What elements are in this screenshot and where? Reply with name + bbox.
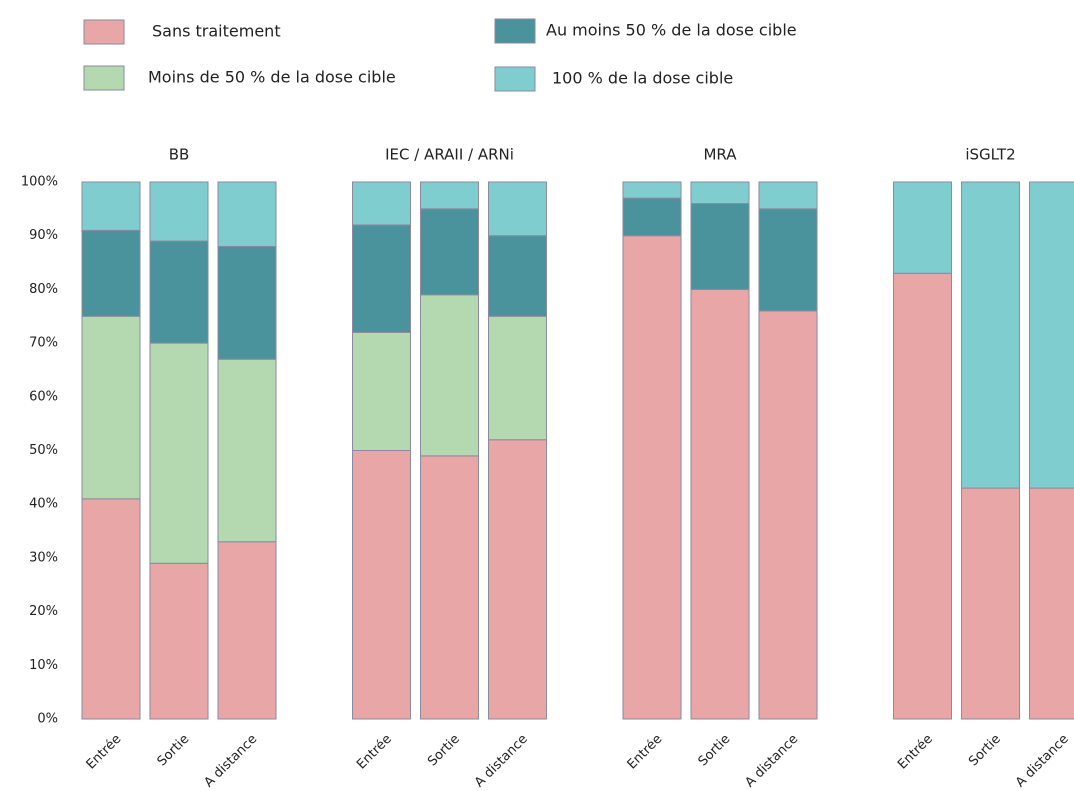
bar-segment: [217, 358, 277, 543]
x-tick-label: Sortie: [696, 732, 734, 770]
legend-swatch: [494, 18, 536, 44]
bar-segment: [217, 181, 277, 247]
bar-segment: [420, 181, 479, 210]
bar-segment: [961, 487, 1020, 720]
group-label: iSGLT2: [965, 146, 1015, 164]
bar-segment: [1029, 181, 1074, 489]
group-label: BB: [169, 146, 190, 164]
legend-swatch: [494, 66, 536, 92]
bar-segment: [81, 229, 141, 317]
bar-segment: [352, 450, 411, 720]
bar-segment: [149, 342, 209, 564]
bar-segment: [758, 181, 818, 210]
bar-segment: [488, 181, 547, 237]
y-tick-label: 70%: [29, 336, 58, 351]
x-tick-label: A distance: [1013, 732, 1072, 791]
legend-label: Sans traitement: [152, 22, 281, 41]
x-tick-label: Sortie: [425, 732, 463, 770]
bar-segment: [488, 315, 547, 441]
x-tick-label: A distance: [743, 732, 802, 791]
bar-segment: [420, 455, 479, 720]
x-tick-label: Entrée: [354, 732, 395, 773]
bar-segment: [81, 181, 141, 231]
legend-swatch: [83, 65, 125, 91]
bar-segment: [1029, 487, 1074, 720]
legend-label: Moins de 50 % de la dose cible: [148, 68, 396, 87]
bar-segment: [622, 181, 682, 199]
y-tick-label: 90%: [29, 228, 58, 243]
bar-segment: [217, 245, 277, 360]
legend-label: Au moins 50 % de la dose cible: [546, 21, 797, 40]
bar-segment: [690, 181, 750, 204]
x-tick-label: Sortie: [155, 732, 193, 770]
x-tick-label: Sortie: [966, 732, 1004, 770]
y-tick-label: 20%: [29, 604, 58, 619]
group-label: MRA: [703, 146, 737, 164]
legend-label: 100 % de la dose cible: [552, 69, 733, 88]
y-tick-label: 0%: [37, 712, 58, 727]
bar-segment: [758, 310, 818, 720]
bar-segment: [488, 439, 547, 720]
bar-segment: [217, 541, 277, 720]
bar-segment: [149, 562, 209, 720]
bar-segment: [149, 181, 209, 242]
bar-segment: [488, 235, 547, 317]
x-tick-label: A distance: [472, 732, 531, 791]
x-tick-label: A distance: [202, 732, 261, 791]
y-tick-label: 40%: [29, 497, 58, 512]
x-tick-label: Entrée: [895, 732, 936, 773]
bar-segment: [622, 235, 682, 720]
y-tick-label: 30%: [29, 550, 58, 565]
bar-segment: [420, 294, 479, 457]
bar-segment: [622, 197, 682, 237]
bar-segment: [81, 315, 141, 500]
group-label: IEC / ARAII / ARNi: [385, 146, 514, 164]
bar-segment: [149, 240, 209, 344]
bar-segment: [352, 224, 411, 333]
bar-segment: [961, 181, 1020, 489]
bar-segment: [690, 288, 750, 720]
bar-segment: [81, 498, 141, 720]
bar-segment: [893, 181, 952, 274]
y-tick-label: 60%: [29, 389, 58, 404]
y-tick-label: 50%: [29, 443, 58, 458]
y-tick-label: 80%: [29, 282, 58, 297]
y-tick-label: 100%: [21, 175, 58, 190]
legend-swatch: [83, 19, 125, 45]
x-tick-label: Entrée: [625, 732, 666, 773]
x-tick-label: Entrée: [84, 732, 125, 773]
bar-segment: [758, 208, 818, 312]
bar-segment: [420, 208, 479, 296]
bar-segment: [893, 272, 952, 720]
bar-segment: [352, 331, 411, 451]
y-tick-label: 10%: [29, 658, 58, 673]
bar-segment: [690, 202, 750, 290]
bar-segment: [352, 181, 411, 226]
